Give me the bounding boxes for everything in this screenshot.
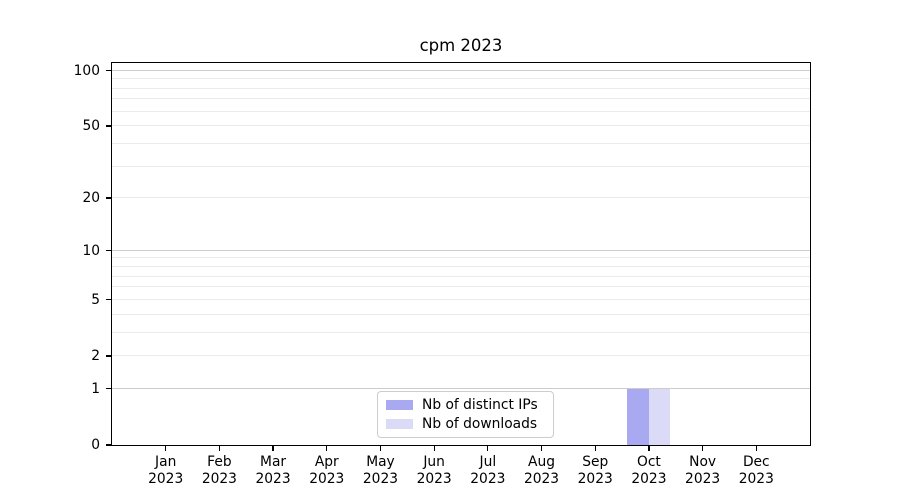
y-gridline-major — [111, 69, 811, 71]
legend-label-distinct-ips: Nb of distinct IPs — [422, 396, 538, 413]
x-tick-mark — [701, 446, 704, 451]
x-tick-label: Jul 2023 — [470, 454, 506, 487]
x-tick-mark — [487, 446, 489, 451]
x-tick-mark — [272, 446, 274, 451]
legend-item-downloads: Nb of downloads — [378, 415, 553, 432]
y-gridline-major — [111, 387, 811, 389]
y-tick-mark — [105, 70, 111, 72]
chart-title: cpm 2023 — [419, 36, 503, 55]
x-tick-mark — [540, 446, 543, 451]
y-tick-label: 5 — [91, 291, 100, 308]
x-tick-mark — [594, 446, 596, 451]
x-tick-label: Mar 2023 — [255, 454, 291, 487]
legend-item-distinct-ips: Nb of distinct IPs — [378, 396, 553, 413]
x-tick-mark — [218, 446, 221, 451]
x-tick-label: Aug 2023 — [523, 454, 560, 487]
y-gridline-minor — [111, 98, 811, 100]
y-gridline-minor — [111, 87, 811, 89]
x-tick-label: Nov 2023 — [685, 454, 721, 487]
y-gridline-minor — [111, 125, 811, 127]
legend-swatch-downloads — [386, 419, 413, 429]
x-tick-label: Jun 2023 — [416, 454, 452, 487]
y-gridline-minor — [111, 257, 811, 259]
bar-nb-of-distinct-ips-oct — [627, 389, 649, 446]
y-tick-label: 50 — [82, 118, 100, 135]
y-tick-label: 1 — [91, 380, 100, 397]
x-tick-label: Sep 2023 — [577, 454, 613, 487]
y-tick-mark — [105, 388, 111, 390]
x-tick-label: May 2023 — [362, 454, 399, 487]
y-tick-label: 20 — [82, 190, 100, 207]
x-tick-mark — [648, 446, 650, 451]
y-tick-mark — [105, 444, 111, 446]
x-tick-label: Feb 2023 — [201, 454, 237, 487]
x-tick-mark — [379, 446, 382, 451]
x-tick-label: Jan 2023 — [148, 454, 184, 487]
y-tick-mark — [105, 125, 111, 127]
y-gridline-minor — [111, 286, 811, 288]
legend-label-downloads: Nb of downloads — [422, 415, 538, 432]
y-gridline-minor — [111, 165, 811, 167]
y-gridline-minor — [111, 78, 811, 80]
y-gridline-minor — [111, 197, 811, 199]
y-gridline-minor — [111, 142, 811, 144]
y-tick-mark — [105, 355, 111, 357]
y-tick-mark — [105, 249, 111, 252]
y-tick-label: 100 — [73, 62, 100, 79]
legend-swatch-distinct-ips — [386, 400, 413, 410]
y-gridline-minor — [111, 265, 811, 267]
y-gridline-major — [111, 249, 811, 251]
x-tick-mark — [326, 446, 328, 451]
legend: Nb of distinct IPs Nb of downloads — [377, 391, 554, 438]
y-tick-label: 0 — [91, 437, 100, 453]
y-gridline-minor — [111, 275, 811, 277]
y-tick-mark — [105, 197, 111, 199]
y-gridline-minor — [111, 298, 811, 300]
y-gridline-minor — [111, 331, 811, 333]
y-gridline-minor — [111, 110, 811, 112]
x-tick-mark — [755, 446, 757, 451]
x-tick-mark — [165, 446, 167, 451]
y-tick-mark — [105, 299, 111, 301]
y-tick-label: 10 — [82, 242, 100, 259]
x-tick-label: Oct 2023 — [631, 454, 667, 487]
bar-nb-of-downloads-oct — [648, 389, 671, 446]
x-tick-mark — [433, 446, 435, 451]
x-tick-label: Dec 2023 — [738, 454, 774, 487]
y-tick-label: 2 — [91, 347, 100, 364]
x-tick-label: Apr 2023 — [309, 454, 345, 487]
y-gridline-minor — [111, 313, 811, 315]
plot-area — [110, 61, 812, 447]
y-gridline-minor — [111, 355, 811, 357]
